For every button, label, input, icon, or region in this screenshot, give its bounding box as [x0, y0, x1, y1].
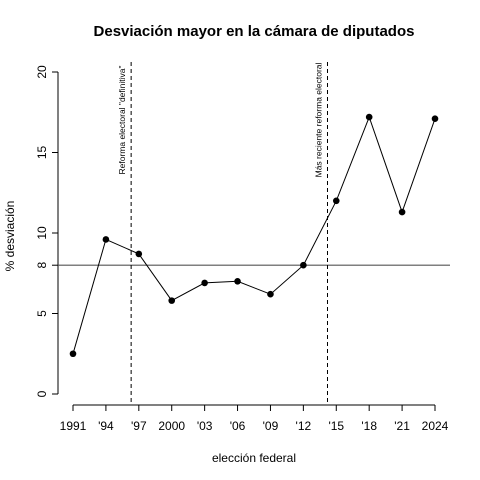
x-tick-label: '03 — [197, 419, 213, 433]
data-point — [234, 278, 241, 285]
x-tick-label: '06 — [230, 419, 246, 433]
chart-title: Desviación mayor en la cámara de diputad… — [94, 23, 415, 40]
x-tick-label: 1991 — [60, 419, 87, 433]
data-point — [102, 236, 110, 243]
data-point — [332, 197, 340, 205]
y-tick-label: 15 — [35, 146, 49, 160]
data-point — [69, 350, 77, 358]
plot-area: 0 5 8 10 15 20 1991 '94 '97 2000 '03 '06 '09 '12 '15 '1… — [35, 62, 450, 433]
y-axis-title: % desviación — [3, 201, 17, 272]
y-tick-label: 10 — [35, 226, 49, 240]
x-tick-label: '94 — [98, 419, 114, 433]
y-tick-label: 8 — [35, 262, 49, 269]
x-tick-label: '15 — [328, 419, 344, 433]
x-axis-title: elección federal — [212, 451, 296, 465]
data-point — [267, 290, 274, 298]
x-tick-label: '97 — [131, 419, 147, 433]
data-point — [135, 250, 143, 258]
x-tick-label: 2000 — [158, 419, 185, 433]
data-point — [168, 297, 176, 304]
y-tick-label: 20 — [35, 65, 49, 79]
data-point — [398, 208, 406, 216]
reform-marker-label: Reforma electoral "definitiva" — [117, 65, 127, 174]
data-point — [365, 113, 373, 121]
x-tick-label: '12 — [296, 419, 312, 433]
y-tick-label: 5 — [35, 310, 49, 317]
x-tick-label: '21 — [394, 419, 410, 433]
data-point — [201, 279, 208, 287]
y-tick-label: 0 — [35, 390, 49, 397]
data-point — [300, 261, 307, 269]
data-point — [431, 115, 439, 122]
x-tick-label: '18 — [361, 419, 377, 433]
series-line — [72, 115, 436, 354]
x-tick-label: 2024 — [422, 419, 449, 433]
reform-marker-label: Más reciente reforma electoral — [313, 62, 323, 177]
x-tick-label: '09 — [263, 419, 279, 433]
